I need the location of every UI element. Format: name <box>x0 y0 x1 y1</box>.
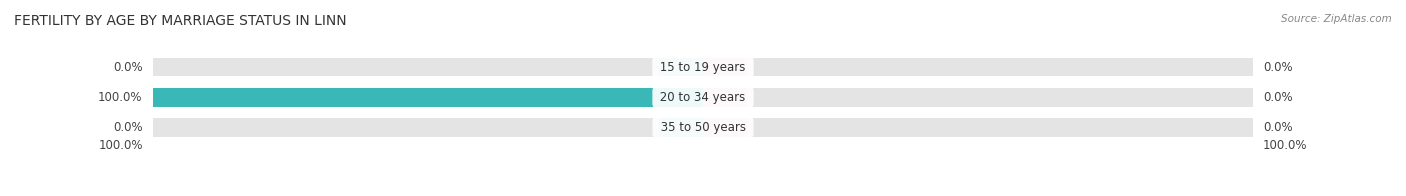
Text: 0.0%: 0.0% <box>112 61 142 74</box>
Bar <box>703 58 1253 76</box>
Text: 0.0%: 0.0% <box>1264 91 1294 104</box>
Text: 0.0%: 0.0% <box>112 121 142 134</box>
Text: 100.0%: 100.0% <box>1263 139 1308 152</box>
Text: 20 to 34 years: 20 to 34 years <box>657 91 749 104</box>
Bar <box>703 58 747 76</box>
Bar <box>153 58 703 76</box>
Bar <box>153 118 703 137</box>
Text: 100.0%: 100.0% <box>98 91 142 104</box>
Text: 15 to 19 years: 15 to 19 years <box>657 61 749 74</box>
Bar <box>703 88 1253 107</box>
Bar <box>703 118 747 137</box>
Bar <box>703 88 747 107</box>
Text: 0.0%: 0.0% <box>1264 61 1294 74</box>
Bar <box>659 118 703 137</box>
Text: 100.0%: 100.0% <box>98 139 143 152</box>
Text: FERTILITY BY AGE BY MARRIAGE STATUS IN LINN: FERTILITY BY AGE BY MARRIAGE STATUS IN L… <box>14 14 347 28</box>
Bar <box>659 58 703 76</box>
Bar <box>153 88 703 107</box>
Text: 0.0%: 0.0% <box>1264 121 1294 134</box>
Bar <box>703 118 1253 137</box>
Text: Source: ZipAtlas.com: Source: ZipAtlas.com <box>1281 14 1392 24</box>
Text: 35 to 50 years: 35 to 50 years <box>657 121 749 134</box>
Bar <box>153 88 703 107</box>
